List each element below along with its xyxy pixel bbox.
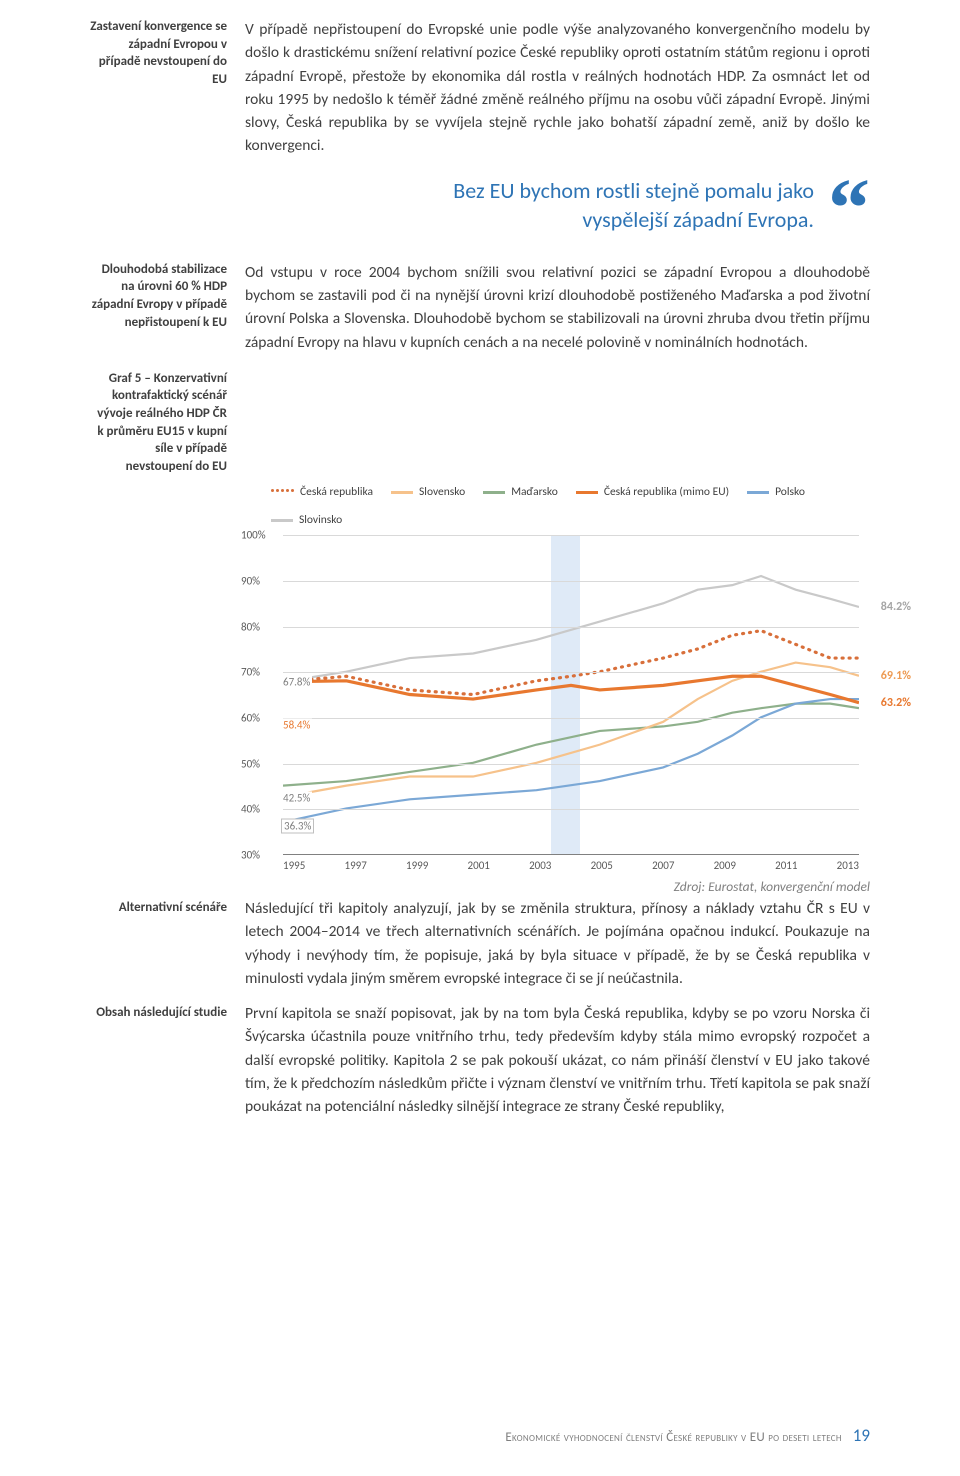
chart-x-labels: 1995 1997 1999 2001 2003 2005 2007 2009 2011 2013: [283, 859, 859, 872]
page-number: 19: [853, 1425, 870, 1446]
y-axis-label: 100%: [241, 529, 266, 542]
x-axis-label: 1997: [345, 859, 367, 872]
margin-note-5: Obsah následující studie: [90, 1002, 245, 1118]
page-footer: Ekonomické vyhodnocení členství České re…: [505, 1425, 870, 1446]
legend-item: Slovinsko: [271, 513, 342, 527]
legend-item: Slovensko: [391, 485, 465, 499]
chart-legend: Česká republika Slovensko Maďarsko Česká re…: [245, 485, 865, 527]
legend-item: Polsko: [747, 485, 805, 499]
paragraph-2: Od vstupu v roce 2004 bychom snížili svo…: [245, 261, 870, 354]
y-axis-label: 90%: [241, 574, 260, 587]
y-axis-label: 80%: [241, 620, 260, 633]
x-axis-label: 2005: [591, 859, 613, 872]
pullquote-line1: Bez EU bychom rostli stejně pomalu jako: [453, 176, 814, 206]
legend-item: Maďarsko: [483, 485, 558, 499]
x-axis-label: 2001: [468, 859, 490, 872]
pullquote-line2: vyspělejší západní Evropa.: [453, 205, 814, 235]
x-axis-label: 1995: [283, 859, 305, 872]
y-axis-label: 40%: [241, 803, 260, 816]
y-axis-label: 30%: [241, 849, 260, 862]
legend-item: Česká republika (mimo EU): [576, 485, 729, 499]
margin-note-1: Zastavení konvergence se západní Evropou…: [90, 18, 245, 158]
paragraph-3: Následující tři kapitoly analyzují, jak …: [245, 897, 870, 990]
legend-item: Česká republika: [271, 485, 373, 499]
chart-source: Zdroj: Eurostat, konvergenční model: [245, 878, 870, 895]
x-axis-label: 2011: [775, 859, 797, 872]
paragraph-4: První kapitola se snaží popisovat, jak b…: [245, 1002, 870, 1118]
y-axis-label: 70%: [241, 666, 260, 679]
paragraph-1: V případě nepřistoupení do Evropské unie…: [245, 18, 870, 158]
x-axis-label: 2009: [714, 859, 736, 872]
margin-note-2: Dlouhodobá stabilizace na úrovni 60 % HD…: [90, 261, 245, 354]
margin-note-3: Graf 5 – Konzervativní kontrafaktický sc…: [90, 366, 245, 475]
x-axis-label: 1999: [406, 859, 428, 872]
chart-lines: [283, 535, 859, 854]
footer-title-a: Ekonomické vyhodnocení členství České re…: [505, 1430, 749, 1445]
series-start-label: 36.3%: [281, 819, 314, 834]
chart-convergence: Česká republika Slovensko Maďarsko Česká re…: [245, 485, 865, 872]
series-end-label: 84.2%: [881, 600, 911, 614]
y-axis-label: 60%: [241, 712, 260, 725]
margin-empty: [90, 170, 245, 249]
series-start-label: 58.4%: [281, 719, 312, 732]
footer-title-b: EU po deseti letech: [750, 1430, 842, 1445]
series-start-label: 67.8%: [281, 676, 312, 689]
pullquote: Bez EU bychom rostli stejně pomalu jako …: [245, 176, 870, 235]
y-axis-label: 50%: [241, 757, 260, 770]
series-start-label: 42.5%: [281, 792, 312, 805]
margin-note-4: Alternativní scénáře: [90, 897, 245, 990]
x-axis-label: 2003: [529, 859, 551, 872]
series-end-label: 69.1%: [881, 669, 911, 683]
x-axis-label: 2007: [652, 859, 674, 872]
quote-icon: “: [828, 184, 870, 234]
series-end-label: 63.2%: [881, 696, 911, 710]
x-axis-label: 2013: [837, 859, 859, 872]
